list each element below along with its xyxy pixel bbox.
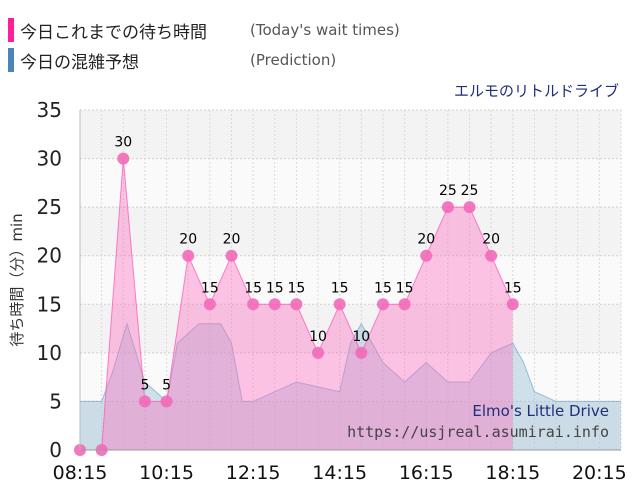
data-label: 20 (482, 232, 500, 248)
grid-band (80, 110, 621, 159)
x-tick-label: 16:15 (399, 462, 454, 484)
data-label: 15 (201, 280, 219, 296)
data-point (290, 298, 303, 311)
x-tick-label: 12:15 (226, 462, 281, 484)
data-point (333, 298, 346, 311)
prediction-area (80, 323, 621, 450)
data-label: 15 (287, 280, 305, 296)
grid-band (80, 401, 621, 450)
data-point (225, 249, 238, 262)
watermark-name: Elmo's Little Drive (472, 402, 609, 420)
data-point (506, 298, 519, 311)
watermark-url: https://usjreal.asumirai.info (347, 423, 609, 441)
data-label: 5 (140, 377, 149, 393)
x-tick-label: 14:15 (312, 462, 367, 484)
y-tick-label: 30 (37, 147, 62, 171)
data-point (247, 298, 260, 311)
legend-swatch-today (8, 18, 14, 42)
grid-band (80, 255, 621, 305)
legend-item-today: 今日これまでの待ち時間 (Today's wait times) (8, 17, 400, 43)
data-point (160, 395, 173, 408)
data-label: 15 (374, 280, 392, 296)
grid-band (80, 207, 621, 256)
y-tick-label: 20 (37, 244, 62, 268)
data-label: 10 (309, 329, 327, 345)
data-point (312, 346, 325, 359)
y-tick-label: 5 (49, 389, 62, 413)
data-point (485, 249, 498, 262)
data-point (398, 298, 411, 311)
data-label: 20 (179, 232, 197, 248)
x-tick-label: 18:15 (485, 462, 540, 484)
data-point (420, 249, 433, 262)
data-point (463, 201, 476, 214)
y-tick-label: 35 (37, 98, 62, 122)
legend-swatch-prediction (8, 48, 14, 72)
y-tick-label: 25 (37, 195, 62, 219)
data-point (117, 152, 130, 165)
chart-title: エルモのリトルドライブ (454, 82, 619, 100)
x-tick-label: 08:15 (53, 462, 108, 484)
y-tick-label: 15 (37, 292, 62, 316)
y-tick-label: 0 (49, 438, 62, 462)
data-label: 25 (461, 183, 479, 199)
y-tick-label: 10 (37, 341, 62, 365)
data-label: 20 (417, 232, 435, 248)
data-label: 15 (244, 280, 262, 296)
x-tick-label: 20:15 (572, 462, 627, 484)
data-label: 15 (396, 280, 414, 296)
y-axis-title: 待ち時間（分）min (8, 213, 26, 346)
legend-label-today: 今日これまでの待ち時間 (20, 22, 207, 43)
legend-sub-prediction: (Prediction) (250, 51, 337, 69)
data-label: 15 (504, 280, 522, 296)
data-point (203, 298, 216, 311)
data-point (138, 395, 151, 408)
data-point (376, 298, 389, 311)
data-label: 10 (352, 329, 370, 345)
legend-item-prediction: 今日の混雑予想 (Prediction) (8, 47, 336, 73)
data-label: 5 (162, 377, 171, 393)
data-point (441, 201, 454, 214)
today-points (74, 152, 519, 456)
x-tick-label: 10:15 (139, 462, 194, 484)
data-label: 25 (439, 183, 457, 199)
data-label: 15 (331, 280, 349, 296)
data-label: 30 (114, 135, 132, 151)
data-label: 20 (223, 232, 241, 248)
data-point (182, 249, 195, 262)
legend-sub-today: (Today's wait times) (250, 21, 400, 39)
data-point (268, 298, 281, 311)
data-label: 15 (266, 280, 284, 296)
grid-band (80, 158, 621, 208)
data-point (355, 346, 368, 359)
legend-label-prediction: 今日の混雑予想 (20, 52, 139, 73)
grid-bands (80, 110, 621, 450)
